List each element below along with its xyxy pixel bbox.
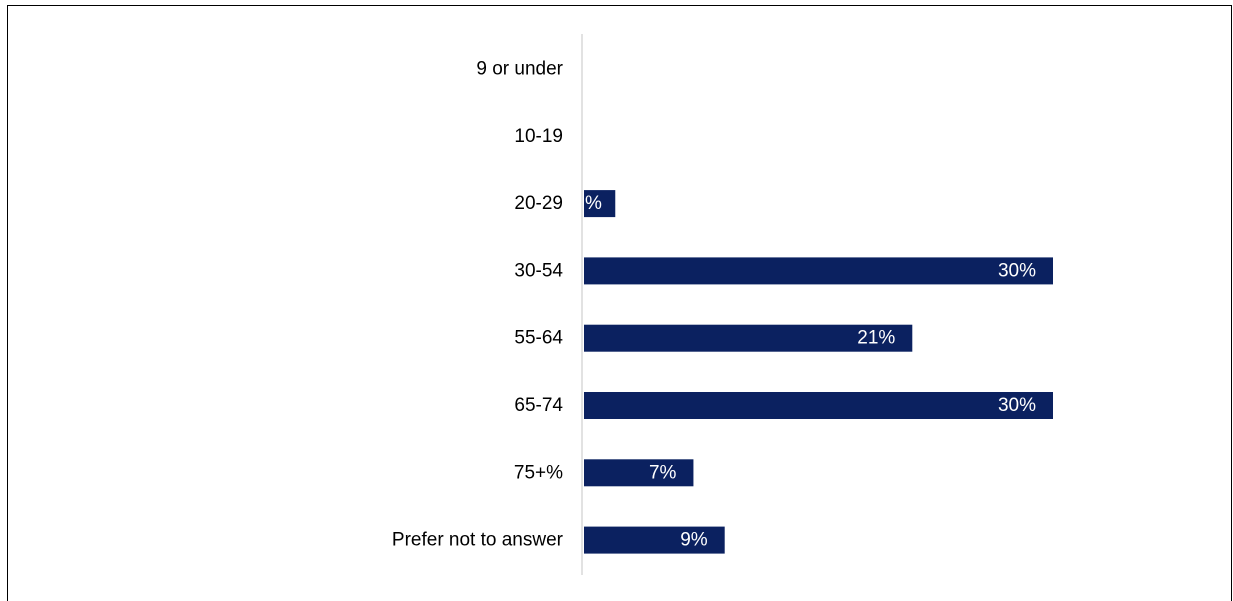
- data-label: 7%: [649, 462, 677, 483]
- bars-layer: 9 or under 10-19 20-29 % 30-54 30% 55-64 21% 65-…: [392, 59, 1053, 554]
- category-label: 10-19: [514, 126, 563, 147]
- chart-frame: [7, 5, 1232, 601]
- category-label: 20-29: [514, 193, 563, 214]
- bar: [584, 392, 1053, 419]
- bar: [584, 526, 725, 554]
- data-label: 21%: [857, 328, 895, 349]
- category-label: 30-54: [514, 260, 563, 281]
- bar: [584, 190, 616, 218]
- category-label: 65-74: [514, 395, 563, 416]
- category-label: 75+%: [514, 462, 563, 483]
- category-label: Prefer not to answer: [392, 530, 564, 551]
- data-label: 30%: [998, 260, 1036, 281]
- bar: [584, 324, 913, 352]
- data-label: 9%: [680, 530, 708, 551]
- category-label: 9 or under: [476, 59, 563, 80]
- category-label: 55-64: [514, 328, 563, 349]
- bar: [584, 459, 694, 487]
- data-label: 30%: [998, 395, 1036, 416]
- bar: [584, 257, 1053, 285]
- data-label: %: [585, 193, 602, 214]
